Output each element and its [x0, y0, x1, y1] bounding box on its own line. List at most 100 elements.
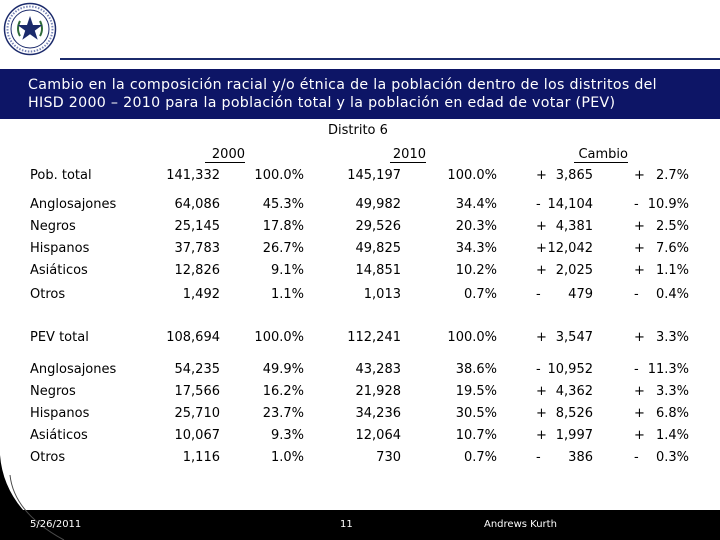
value-2000: 108,694	[166, 330, 220, 345]
change-value: 12,042	[547, 241, 594, 256]
percent-2000: 100.0%	[254, 168, 304, 183]
value-2000: 17,566	[174, 384, 221, 399]
percent-2010: 0.7%	[463, 450, 497, 465]
percent-2010: 0.7%	[463, 287, 497, 302]
value-2010: 112,241	[347, 330, 401, 345]
row-label: Asiáticos	[30, 263, 88, 278]
change-sign: +	[536, 384, 547, 399]
value-2010: 43,283	[355, 362, 402, 377]
value-2010: 1,013	[363, 287, 401, 302]
change-percent-sign: -	[634, 450, 639, 465]
percent-2000: 9.1%	[270, 263, 304, 278]
change-percent-sign: -	[634, 197, 639, 212]
change-percent: 6.8%	[655, 406, 689, 421]
row-label: Otros	[30, 287, 66, 302]
percent-2010: 30.5%	[455, 406, 497, 421]
change-percent-sign: +	[634, 330, 645, 345]
value-2010: 29,526	[355, 219, 402, 234]
percent-2010: 34.3%	[455, 241, 497, 256]
row-label: PEV total	[30, 330, 89, 345]
change-value: 386	[568, 450, 593, 465]
row-label: Hispanos	[30, 406, 90, 421]
value-2010: 21,928	[355, 384, 402, 399]
footer-date: 5/26/2011	[30, 519, 82, 530]
percent-2000: 1.0%	[270, 450, 304, 465]
value-2010: 12,064	[355, 428, 402, 443]
value-2000: 10,067	[174, 428, 221, 443]
percent-2000: 9.3%	[270, 428, 304, 443]
change-percent: 10.9%	[647, 197, 689, 212]
percent-2010: 38.6%	[455, 362, 497, 377]
change-value: 4,381	[555, 219, 593, 234]
district-label: Distrito 6	[328, 123, 388, 138]
value-2010: 145,197	[347, 168, 401, 183]
percent-2010: 10.7%	[455, 428, 497, 443]
value-2010: 14,851	[355, 263, 402, 278]
texas-star-seal-icon	[3, 2, 57, 56]
change-sign: -	[536, 287, 541, 302]
title-banner	[0, 69, 720, 119]
value-2000: 54,235	[174, 362, 221, 377]
value-2010: 34,236	[355, 406, 402, 421]
row-label: Pob. total	[30, 168, 92, 183]
change-value: 3,547	[555, 330, 593, 345]
percent-2010: 10.2%	[455, 263, 497, 278]
change-value: 10,952	[547, 362, 594, 377]
value-2010: 49,982	[355, 197, 402, 212]
value-2010: 730	[376, 450, 401, 465]
percent-2000: 49.9%	[262, 362, 304, 377]
change-sign: +	[536, 168, 547, 183]
change-percent: 1.1%	[655, 263, 689, 278]
change-percent-sign: +	[634, 241, 645, 256]
change-percent-sign: -	[634, 362, 639, 377]
row-label: Otros	[30, 450, 66, 465]
value-2000: 37,783	[174, 241, 221, 256]
value-2000: 1,492	[182, 287, 220, 302]
percent-2000: 17.8%	[262, 219, 304, 234]
value-2000: 1,116	[182, 450, 220, 465]
change-percent-sign: +	[634, 168, 645, 183]
percent-2000: 100.0%	[254, 330, 304, 345]
change-percent-sign: +	[634, 384, 645, 399]
change-value: 8,526	[555, 406, 593, 421]
change-percent-sign: +	[634, 263, 645, 278]
value-2000: 12,826	[174, 263, 221, 278]
percent-2010: 20.3%	[455, 219, 497, 234]
footer-curve-decoration	[0, 455, 65, 540]
change-percent-sign: -	[634, 287, 639, 302]
percent-2000: 1.1%	[270, 287, 304, 302]
footer-firm: Andrews Kurth	[484, 519, 557, 530]
change-percent: 0.3%	[655, 450, 689, 465]
change-sign: +	[536, 219, 547, 234]
change-value: 2,025	[555, 263, 593, 278]
change-percent: 3.3%	[655, 330, 689, 345]
column-header-change: Cambio	[574, 147, 628, 163]
change-value: 4,362	[555, 384, 593, 399]
change-value: 1,997	[555, 428, 593, 443]
percent-2010: 34.4%	[455, 197, 497, 212]
change-sign: -	[536, 362, 541, 377]
change-percent: 11.3%	[647, 362, 689, 377]
change-sign: +	[536, 406, 547, 421]
header-rule	[60, 58, 720, 60]
change-percent-sign: +	[634, 428, 645, 443]
change-percent: 7.6%	[655, 241, 689, 256]
change-percent-sign: +	[634, 406, 645, 421]
column-header-2010: 2010	[390, 147, 426, 163]
value-2000: 25,145	[174, 219, 221, 234]
change-percent-sign: +	[634, 219, 645, 234]
change-percent: 1.4%	[655, 428, 689, 443]
change-sign: +	[536, 241, 547, 256]
title-line-1: Cambio en la composición racial y/o étni…	[28, 77, 657, 93]
change-value: 479	[568, 287, 593, 302]
percent-2010: 100.0%	[447, 168, 497, 183]
percent-2000: 23.7%	[262, 406, 304, 421]
change-percent: 2.5%	[655, 219, 689, 234]
change-sign: +	[536, 263, 547, 278]
row-label: Negros	[30, 219, 76, 234]
footer-page-number: 11	[340, 519, 353, 530]
change-sign: -	[536, 197, 541, 212]
percent-2000: 45.3%	[262, 197, 304, 212]
row-label: Anglosajones	[30, 362, 117, 377]
value-2010: 49,825	[355, 241, 402, 256]
